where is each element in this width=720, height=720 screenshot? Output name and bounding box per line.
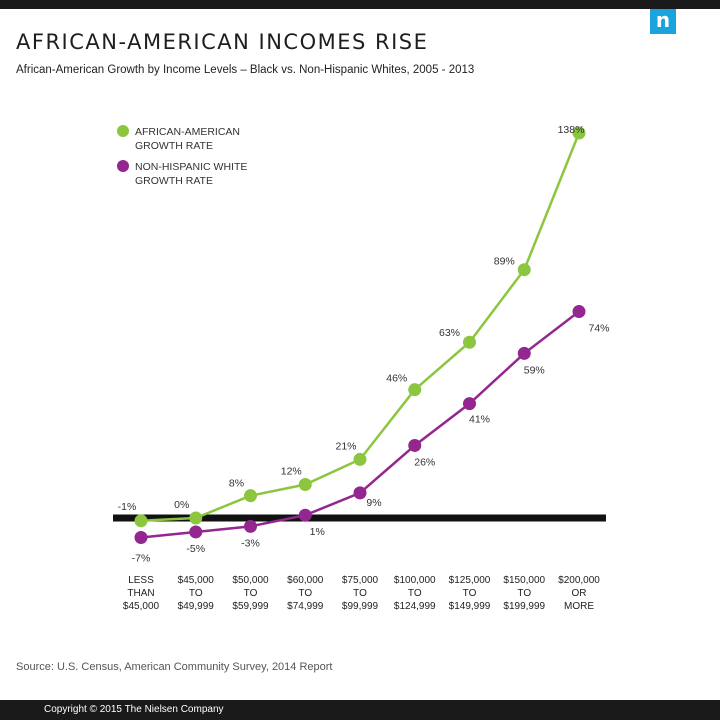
data-point-1-7 xyxy=(517,346,531,360)
data-label-0-2: 8% xyxy=(229,478,244,490)
category-label-8-2: MORE xyxy=(564,601,594,612)
data-label-1-6: 41% xyxy=(469,414,490,426)
data-point-1-5 xyxy=(408,438,422,452)
data-label-1-3: 1% xyxy=(310,526,325,538)
legend-marker-1 xyxy=(117,160,129,172)
category-label-3-1: TO xyxy=(298,588,312,599)
data-label-0-8: 138% xyxy=(558,124,585,136)
legend-label-1-0: NON-HISPANIC WHITE xyxy=(135,161,247,173)
category-label-4-0: $75,000 xyxy=(342,575,379,586)
data-point-0-5 xyxy=(408,383,422,397)
data-point-1-8 xyxy=(572,305,586,319)
data-point-1-4 xyxy=(353,486,367,500)
top-bar xyxy=(0,0,720,9)
category-label-2-0: $50,000 xyxy=(232,575,269,586)
category-label-6-0: $125,000 xyxy=(449,575,491,586)
category-label-7-1: TO xyxy=(517,588,531,599)
data-label-1-5: 26% xyxy=(414,456,435,468)
category-label-6-2: $149,999 xyxy=(449,601,491,612)
data-label-1-1: -5% xyxy=(186,543,205,555)
data-label-1-2: -3% xyxy=(241,537,260,549)
data-point-0-6 xyxy=(463,335,476,349)
category-label-8-0: $200,000 xyxy=(558,575,600,586)
category-label-5-2: $124,999 xyxy=(394,601,436,612)
category-label-7-2: $199,999 xyxy=(503,601,545,612)
category-label-3-2: $74,999 xyxy=(287,601,324,612)
category-label-4-2: $99,999 xyxy=(342,601,379,612)
category-label-1-2: $49,999 xyxy=(178,601,215,612)
category-label-5-0: $100,000 xyxy=(394,575,436,586)
data-point-0-7 xyxy=(517,263,531,277)
data-label-1-0: -7% xyxy=(132,553,151,565)
data-point-1-6 xyxy=(463,397,476,411)
data-label-0-4: 21% xyxy=(335,440,356,452)
category-label-2-1: TO xyxy=(244,588,258,599)
data-label-0-7: 89% xyxy=(494,256,515,268)
data-label-0-3: 12% xyxy=(281,466,302,478)
category-label-0-0: LESS xyxy=(128,575,154,586)
data-point-0-0 xyxy=(134,514,148,528)
chart-title: AFRICAN-AMERICAN INCOMES RISE xyxy=(16,30,429,54)
line-chart: -1% 0% 8% 12% 21% 46% 63% 89% 138% -7% -5% -3% 1% 9% 2… xyxy=(113,124,610,612)
source-note: Source: U.S. Census, American Community … xyxy=(16,661,333,673)
data-point-1-0 xyxy=(134,531,148,545)
legend-label-0-1: GROWTH RATE xyxy=(135,140,213,152)
category-label-2-2: $59,999 xyxy=(232,601,269,612)
category-label-8-1: OR xyxy=(572,588,587,599)
category-label-7-0: $150,000 xyxy=(503,575,545,586)
data-label-0-0: -1% xyxy=(118,501,137,513)
data-point-0-1 xyxy=(189,511,203,525)
data-label-0-1: 0% xyxy=(174,499,189,511)
category-label-6-1: TO xyxy=(463,588,477,599)
data-label-1-7: 59% xyxy=(524,364,545,376)
data-point-0-3 xyxy=(298,478,312,492)
legend-marker-0 xyxy=(117,125,129,137)
category-label-0-1: THAN xyxy=(127,588,154,599)
category-label-0-2: $45,000 xyxy=(123,601,160,612)
data-label-1-8: 74% xyxy=(588,323,609,335)
category-label-3-0: $60,000 xyxy=(287,575,324,586)
category-label-5-1: TO xyxy=(408,588,422,599)
category-label-1-1: TO xyxy=(189,588,203,599)
data-point-1-1 xyxy=(189,525,203,539)
chart-subtitle: African-American Growth by Income Levels… xyxy=(16,64,475,76)
legend-label-0-0: AFRICAN-AMERICAN xyxy=(135,126,240,138)
copyright-text: Copyright © 2015 The Nielsen Company xyxy=(44,704,224,715)
series-line-1 xyxy=(140,310,580,539)
data-label-0-5: 46% xyxy=(386,373,407,385)
bottom-bar: Copyright © 2015 The Nielsen Company xyxy=(0,700,720,720)
data-label-0-6: 63% xyxy=(439,327,460,339)
data-point-0-4 xyxy=(353,452,367,466)
data-point-0-8 xyxy=(572,126,586,140)
data-point-1-3 xyxy=(298,508,312,522)
data-point-1-2 xyxy=(244,519,257,533)
legend-label-1-1: GROWTH RATE xyxy=(135,175,213,187)
nielsen-logo-icon: n xyxy=(650,9,676,34)
data-point-0-2 xyxy=(244,489,257,503)
category-label-1-0: $45,000 xyxy=(178,575,215,586)
category-label-4-1: TO xyxy=(353,588,367,599)
data-label-1-4: 9% xyxy=(366,497,381,509)
